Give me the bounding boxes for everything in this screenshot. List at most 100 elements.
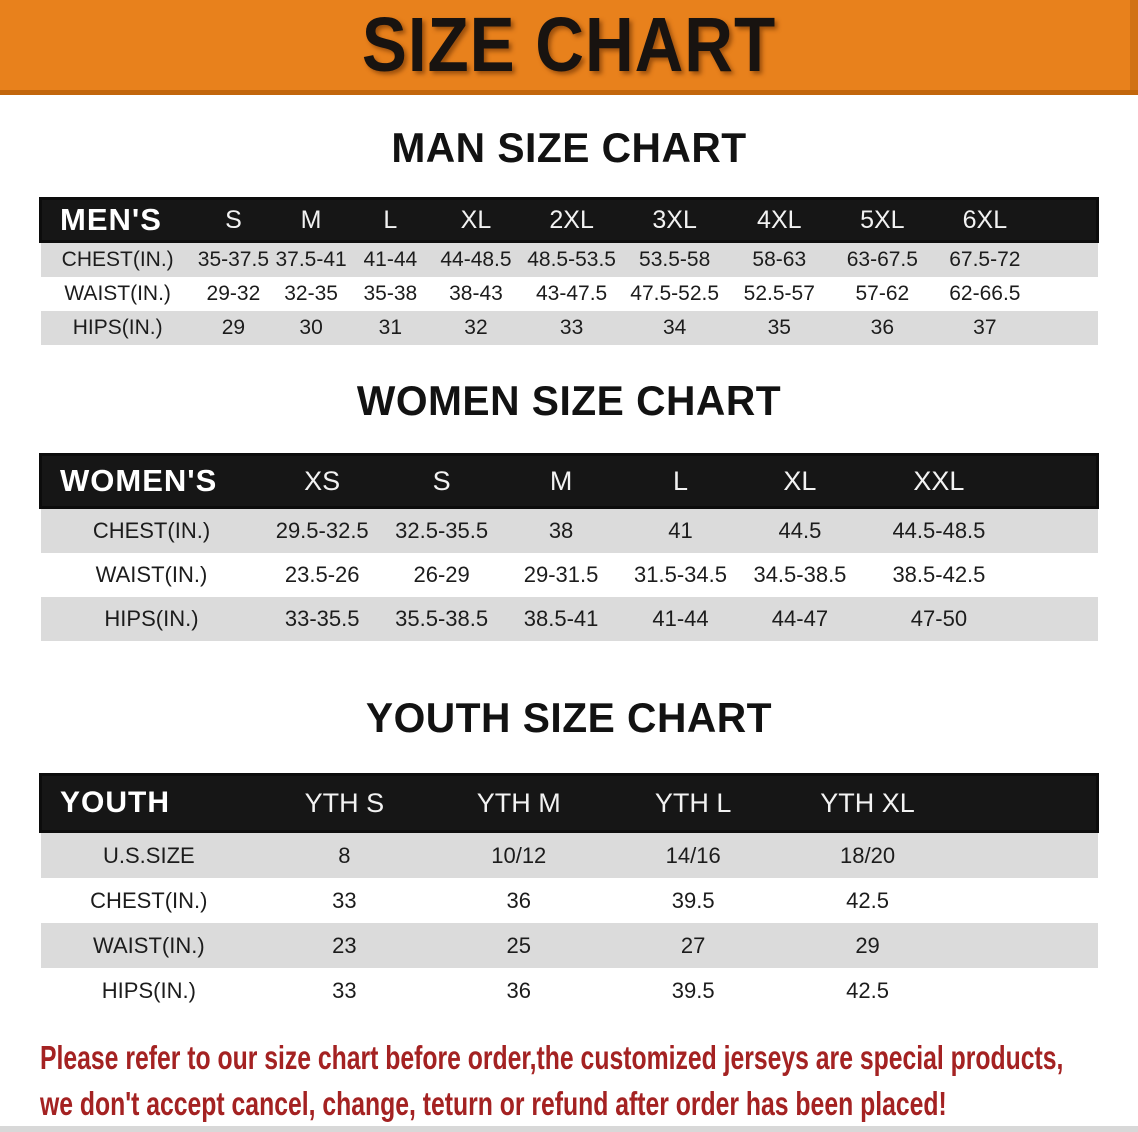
row-label: U.S.SIZE (40, 830, 258, 878)
row-spacer (1018, 597, 1098, 641)
size-value: 33 (257, 968, 432, 1013)
size-value: 44.5-48.5 (859, 506, 1019, 553)
size-value: 36 (831, 311, 934, 345)
size-chart-banner: SIZE CHART (0, 0, 1138, 95)
size-value: 26-29 (381, 553, 502, 597)
size-value: 37.5-41 (271, 240, 351, 277)
size-value: 47-50 (859, 597, 1019, 641)
size-value: 31.5-34.5 (620, 553, 741, 597)
size-column-header: XXL (859, 453, 1019, 509)
row-spacer (954, 923, 1098, 968)
youth-section-heading: YOUTH SIZE CHART (365, 694, 773, 741)
size-value: 42.5 (780, 968, 955, 1013)
size-value: 29-32 (194, 277, 272, 311)
row-spacer (954, 878, 1098, 923)
size-value: 35.5-38.5 (381, 597, 502, 641)
row-label: HIPS(IN.) (40, 311, 195, 345)
size-value: 62-66.5 (933, 277, 1037, 311)
size-value: 67.5-72 (933, 240, 1037, 277)
size-column-header: YTH M (431, 773, 606, 833)
size-value: 29 (780, 923, 955, 968)
size-value: 10/12 (431, 830, 606, 878)
size-value: 25 (431, 923, 606, 968)
size-column-header: 2XL (521, 197, 622, 243)
size-value: 48.5-53.5 (521, 240, 622, 277)
size-value: 36 (431, 968, 606, 1013)
size-column-header: L (350, 197, 431, 243)
size-value: 44-47 (740, 597, 860, 641)
size-value: 58-63 (727, 240, 832, 277)
row-spacer (1036, 311, 1098, 345)
men-section-heading: MAN SIZE CHART (391, 124, 747, 171)
row-label: HIPS(IN.) (40, 968, 258, 1013)
table-row: HIPS(IN.) 33-35.5 35.5-38.5 38.5-41 41-44 44-… (40, 597, 1098, 641)
size-column-header: 4XL (727, 197, 832, 243)
size-value: 36 (431, 878, 606, 923)
table-row: HIPS(IN.) 33 36 39.5 42.5 (40, 968, 1098, 1013)
size-value: 27 (605, 923, 781, 968)
size-column-header: 3XL (621, 197, 728, 243)
size-column-header: 6XL (933, 197, 1037, 243)
disclaimer: Please refer to our size chart before or… (40, 1035, 1138, 1127)
size-value: 42.5 (780, 878, 955, 923)
table-row: CHEST(IN.) 29.5-32.5 32.5-35.5 38 41 44.5 44.5… (40, 506, 1098, 553)
size-value: 37 (933, 311, 1037, 345)
size-value: 29.5-32.5 (262, 506, 382, 553)
page-bottom-strip (0, 1126, 1138, 1132)
row-label: CHEST(IN.) (40, 240, 195, 277)
size-value: 35 (727, 311, 832, 345)
table-row: WAIST(IN.) 29-32 32-35 35-38 38-43 43-47.5 47.… (40, 277, 1098, 311)
table-row: CHEST(IN.) 35-37.5 37.5-41 41-44 44-48.5 48.5… (40, 240, 1098, 277)
table-corner-label: WOMEN'S (39, 453, 263, 509)
table-corner-label: MEN'S (38, 197, 195, 243)
row-label: WAIST(IN.) (40, 277, 195, 311)
size-value: 29-31.5 (501, 553, 621, 597)
size-column-header: XL (430, 197, 522, 243)
size-value: 32-35 (271, 277, 351, 311)
size-value: 57-62 (831, 277, 934, 311)
size-column-header: XL (740, 453, 860, 509)
table-row: CHEST(IN.) 33 36 39.5 42.5 (40, 878, 1098, 923)
row-spacer (1018, 553, 1098, 597)
size-column-header: XS (262, 453, 382, 509)
size-value: 38.5-42.5 (859, 553, 1019, 597)
size-value: 23.5-26 (262, 553, 382, 597)
size-value: 35-38 (350, 277, 431, 311)
size-column-header: YTH S (257, 773, 432, 833)
row-spacer (954, 968, 1098, 1013)
size-value: 32 (430, 311, 522, 345)
table-row: WAIST(IN.) 23 25 27 29 (40, 923, 1098, 968)
size-value: 18/20 (780, 830, 955, 878)
women-section-heading: WOMEN SIZE CHART (356, 377, 782, 424)
row-spacer (1036, 277, 1098, 311)
size-value: 30 (271, 311, 351, 345)
size-value: 38.5-41 (501, 597, 621, 641)
mens-size-table: MEN'S S M L XL 2XL 3XL 4XL 5XL 6XL CHEST(IN.) 35-37… (38, 197, 1100, 345)
size-value: 34.5-38.5 (740, 553, 860, 597)
size-value: 44-48.5 (430, 240, 522, 277)
size-value: 38-43 (430, 277, 522, 311)
size-column-header: S (194, 197, 272, 243)
size-value: 31 (350, 311, 431, 345)
table-row: WAIST(IN.) 23.5-26 26-29 29-31.5 31.5-34.5 34… (40, 553, 1098, 597)
size-value: 39.5 (605, 968, 781, 1013)
size-value: 35-37.5 (194, 240, 272, 277)
disclaimer-line-1: Please refer to our size chart before or… (40, 1039, 1064, 1076)
header-spacer (1036, 197, 1100, 243)
table-row: HIPS(IN.) 29 30 31 32 33 34 35 36 37 (40, 311, 1098, 345)
row-label: HIPS(IN.) (40, 597, 263, 641)
size-value: 33-35.5 (262, 597, 382, 641)
size-value: 32.5-35.5 (381, 506, 502, 553)
size-value: 14/16 (605, 830, 781, 878)
size-value: 8 (257, 830, 432, 878)
disclaimer-line-2: we don't accept cancel, change, teturn o… (40, 1085, 947, 1122)
size-column-header: YTH XL (780, 773, 955, 833)
size-value: 53.5-58 (621, 240, 728, 277)
size-value: 33 (521, 311, 622, 345)
size-value: 47.5-52.5 (621, 277, 728, 311)
size-value: 41-44 (620, 597, 741, 641)
size-column-header: 5XL (831, 197, 934, 243)
row-spacer (1036, 240, 1098, 277)
size-value: 41-44 (350, 240, 431, 277)
row-label: CHEST(IN.) (40, 878, 258, 923)
